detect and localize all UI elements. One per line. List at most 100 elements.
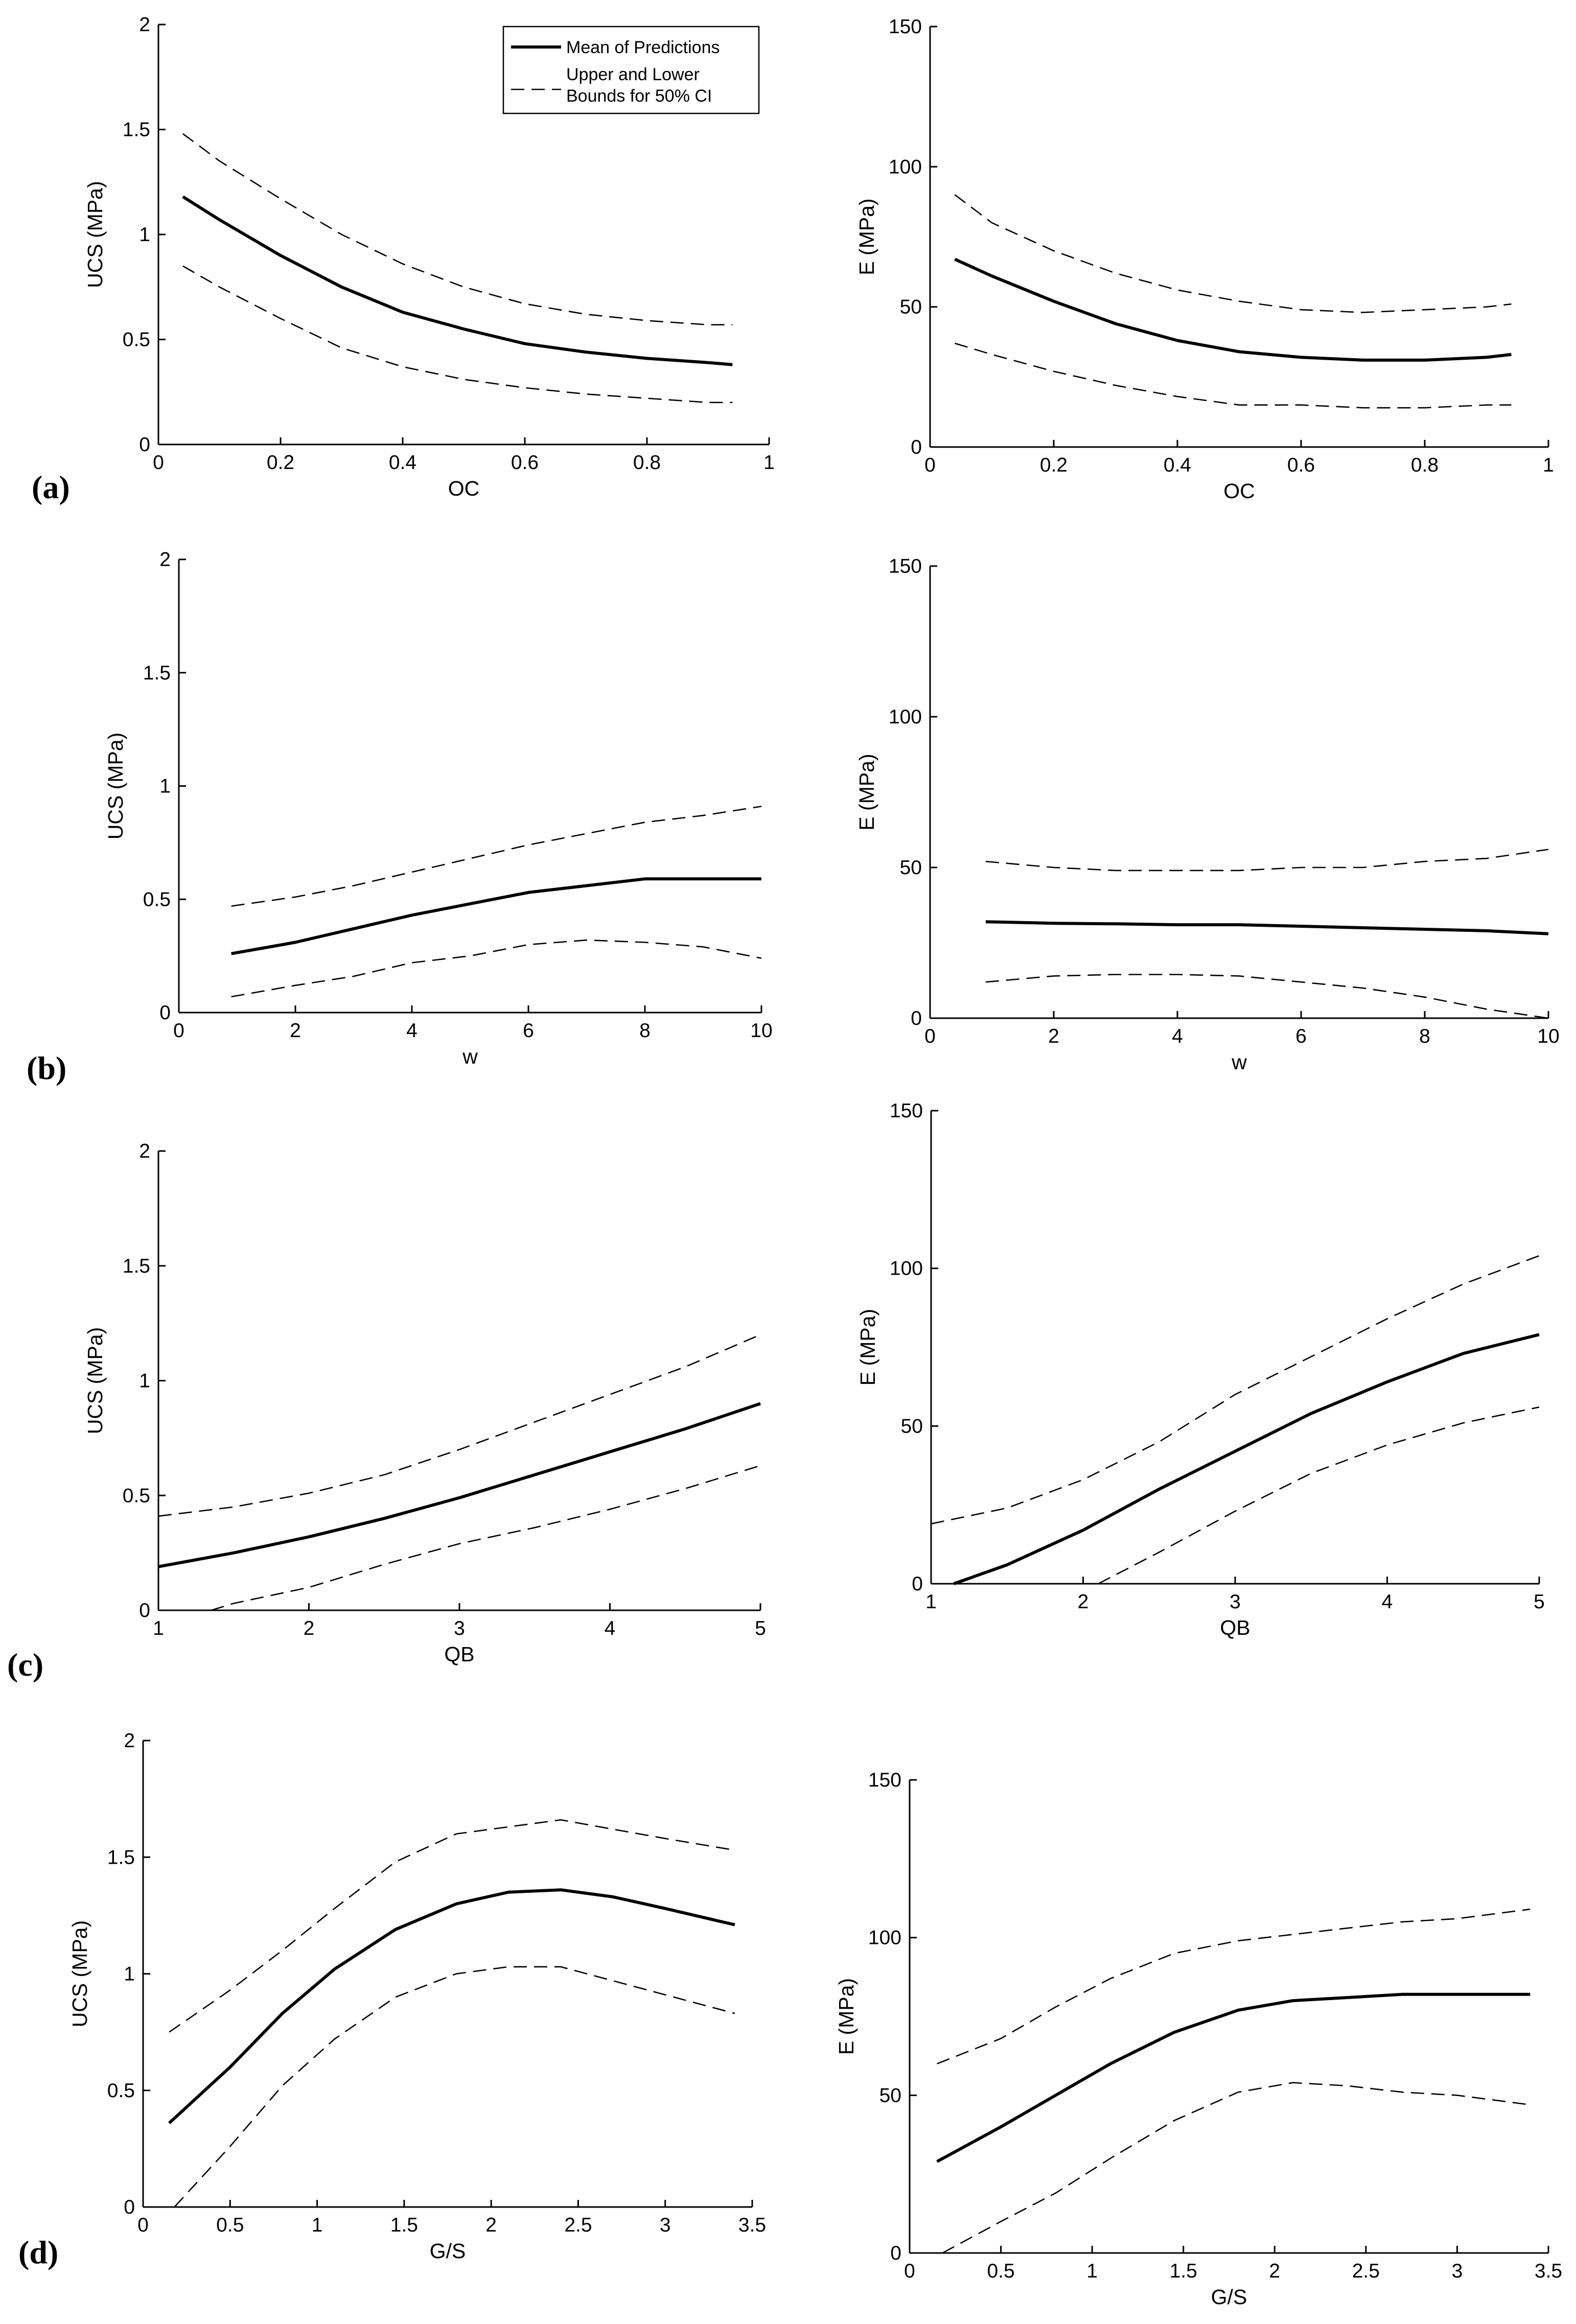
- y-tick-label: 1: [139, 1370, 150, 1392]
- mean-prediction-line: [985, 920, 1549, 935]
- x-tick-label: 0.6: [511, 452, 539, 474]
- upper-bound-line: [985, 849, 1549, 872]
- y-tick-label: 50: [900, 857, 922, 879]
- x-axis-label: QB: [1220, 1616, 1250, 1639]
- y-tick-label: 0.5: [143, 888, 171, 910]
- x-tick-label: 5: [1534, 1591, 1545, 1613]
- mean-prediction-line: [953, 1333, 1540, 1585]
- x-tick-label: 0.4: [1164, 454, 1191, 476]
- x-tick-label: 0.5: [987, 2260, 1014, 2282]
- x-tick-label: 6: [1295, 1025, 1307, 1047]
- x-tick-label: 0: [153, 452, 164, 474]
- y-tick-label: 0: [159, 1002, 171, 1024]
- x-tick-label: 2: [485, 2214, 497, 2236]
- y-tick-label: 2: [139, 14, 150, 36]
- y-tick-label: 1.5: [123, 1255, 150, 1277]
- x-tick-label: 0: [904, 2260, 915, 2282]
- y-tick-label: 50: [879, 2084, 901, 2106]
- y-tick-label: 1: [139, 224, 150, 246]
- y-axis-label: UCS (MPa): [104, 733, 127, 840]
- y-tick-label: 100: [889, 156, 922, 178]
- chart-a-e: 0 0.2 0.4 0.6 0.8 1 0 50 100 150 OC E (MPa): [855, 16, 1554, 503]
- upper-bound-line: [182, 133, 733, 326]
- y-tick-label: 2: [139, 1140, 150, 1162]
- x-tick-label: 0: [137, 2214, 149, 2236]
- x-tick-label: 0.8: [1411, 454, 1439, 476]
- y-tick-label: 0: [139, 434, 150, 456]
- x-tick-label: 1: [312, 2214, 323, 2236]
- lower-bound-line: [182, 265, 733, 404]
- x-tick-label: 2.5: [1352, 2260, 1380, 2282]
- x-tick-label: 2: [290, 1020, 301, 1042]
- legend-mean-label: Mean of Predictions: [566, 38, 720, 57]
- x-tick-label: 3: [1230, 1591, 1241, 1613]
- x-tick-label: 0: [924, 454, 936, 476]
- y-axis-label: E (MPa): [856, 1309, 879, 1386]
- y-axis-label: E (MPa): [855, 198, 878, 275]
- panel-label-d: (d): [18, 2234, 58, 2270]
- mean-prediction-line: [168, 1888, 735, 2124]
- x-tick-label: 2: [1269, 2260, 1280, 2282]
- upper-bound-line: [169, 1819, 735, 2033]
- y-tick-label: 150: [868, 1769, 901, 1791]
- y-tick-label: 50: [901, 1415, 923, 1437]
- y-tick-label: 100: [889, 706, 922, 728]
- x-tick-label: 4: [1172, 1025, 1183, 1047]
- y-tick-label: 0: [911, 1007, 922, 1029]
- x-tick-label: 8: [1419, 1025, 1430, 1047]
- y-tick-label: 1.5: [143, 662, 171, 684]
- lower-bound-line: [211, 1465, 761, 1611]
- chart-c-ucs: 1 2 3 4 5 0 0.5 1 1.5 2 QB UCS (MPa): [83, 1140, 766, 1666]
- x-tick-label: 1: [1086, 2260, 1098, 2282]
- legend-bounds-label-line2: Bounds for 50% CI: [566, 86, 712, 106]
- chart-b-ucs: 0 2 4 6 8 10 0 0.5 1 1.5 2 w UCS (MPa): [104, 549, 773, 1068]
- lower-bound-line: [1098, 1406, 1540, 1585]
- x-tick-label: 4: [605, 1617, 616, 1639]
- panel-label-b: (b): [27, 1050, 66, 1086]
- x-tick-label: 0.2: [1040, 454, 1068, 476]
- x-tick-label: 6: [523, 1020, 534, 1042]
- x-tick-label: 3: [660, 2214, 671, 2236]
- chart-a-ucs: 0 0.2 0.4 0.6 0.8 1 0 0.5 1 1.5 2 OC UCS (MPa): [83, 14, 775, 500]
- y-tick-label: 150: [889, 16, 922, 38]
- y-tick-label: 0.5: [123, 329, 150, 351]
- x-tick-label: 5: [755, 1617, 766, 1639]
- x-tick-label: 3.5: [1535, 2260, 1562, 2282]
- y-tick-label: 150: [889, 555, 922, 577]
- x-tick-label: 1: [1543, 454, 1554, 476]
- legend-box: [502, 26, 760, 114]
- mean-prediction-line: [936, 1992, 1531, 2163]
- y-tick-label: 2: [124, 1730, 135, 1752]
- chart-d-ucs: 0 0.5 1 1.5 2 2.5 3 3.5 0 0.5 1 1.5 2 G/S UCS (MPa): [68, 1730, 766, 2263]
- mean-prediction-line: [954, 257, 1512, 362]
- upper-bound-line: [158, 1334, 761, 1517]
- y-axis-label: UCS (MPa): [68, 1920, 91, 2028]
- x-axis-label: QB: [444, 1642, 474, 1666]
- lower-bound-line: [955, 342, 1512, 409]
- y-tick-label: 1: [159, 776, 171, 797]
- x-tick-label: 2: [1078, 1591, 1089, 1613]
- mean-prediction-line: [158, 1402, 761, 1568]
- lower-bound-line: [174, 1966, 735, 2208]
- x-tick-label: 0.6: [1287, 454, 1315, 476]
- y-axis-label: E (MPa): [835, 1978, 858, 2055]
- lower-bound-line: [942, 2082, 1531, 2254]
- x-axis-label: G/S: [1211, 2285, 1247, 2309]
- y-tick-label: 0: [911, 436, 922, 458]
- y-tick-label: 0.5: [107, 2080, 135, 2102]
- y-tick-label: 1.5: [107, 1846, 135, 1868]
- x-tick-label: 1.5: [390, 2214, 418, 2236]
- lower-bound-line: [231, 939, 762, 998]
- x-axis-label: G/S: [430, 2239, 466, 2263]
- y-tick-label: 2: [159, 549, 171, 571]
- mean-prediction-line: [182, 195, 733, 366]
- y-tick-label: 0: [139, 1600, 150, 1622]
- upper-bound-line: [231, 806, 762, 907]
- x-tick-label: 10: [750, 1020, 772, 1042]
- x-tick-label: 0.5: [216, 2214, 244, 2236]
